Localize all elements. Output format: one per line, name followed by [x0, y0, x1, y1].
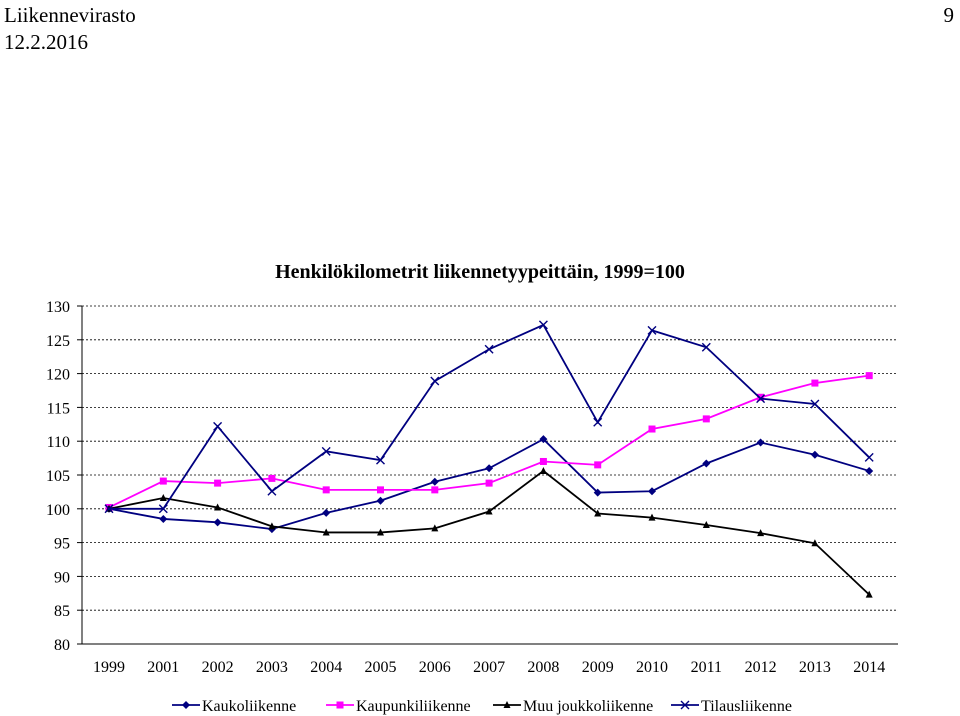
- x-tick-label: 2005: [365, 659, 397, 676]
- x-tick-label: 1999: [93, 659, 125, 676]
- legend-marker: [336, 701, 344, 709]
- legend-marker: [680, 700, 690, 710]
- header-left: Liikennevirasto 12.2.2016: [4, 2, 136, 56]
- page-number: 9: [943, 3, 955, 27]
- data-point: [431, 524, 439, 532]
- y-tick-label: 80: [54, 637, 70, 654]
- x-tick-label: 2004: [310, 659, 342, 676]
- chart-title: Henkilökilometrit liikennetyypeittäin, 1…: [275, 261, 685, 283]
- data-point: [810, 450, 819, 459]
- data-point: [539, 435, 548, 444]
- legend-marker: [182, 701, 190, 709]
- data-point: [322, 528, 330, 536]
- data-point: [757, 393, 765, 401]
- y-tick-label: 85: [54, 603, 70, 620]
- data-point: [484, 344, 494, 354]
- x-tick-label: 2013: [799, 659, 831, 676]
- data-point: [376, 496, 385, 505]
- x-tick-label: 2002: [202, 659, 234, 676]
- data-point: [485, 479, 493, 487]
- data-point: [538, 320, 548, 330]
- data-point: [214, 503, 222, 511]
- x-tick-label: 2007: [473, 659, 505, 676]
- legend-label: Muu joukkoliikenne: [523, 698, 653, 715]
- y-tick-label: 130: [46, 299, 70, 316]
- y-tick-label: 100: [46, 502, 70, 519]
- x-tick-label: 2009: [582, 659, 614, 676]
- y-tick-label: 95: [54, 536, 70, 553]
- data-point: [322, 486, 330, 494]
- y-tick-label: 110: [47, 434, 70, 451]
- data-point: [701, 342, 711, 352]
- data-point: [430, 477, 439, 486]
- y-tick-label: 125: [46, 333, 70, 350]
- x-tick-label: 2011: [691, 659, 722, 676]
- x-tick-label: 2008: [527, 659, 559, 676]
- data-point: [865, 372, 873, 380]
- data-point: [321, 446, 331, 456]
- data-point: [159, 514, 168, 523]
- x-tick-label: 2010: [636, 659, 668, 676]
- header-date: 12.2.2016: [4, 30, 88, 54]
- data-point: [811, 539, 819, 547]
- data-point: [648, 487, 656, 496]
- data-point: [756, 438, 765, 447]
- data-point: [377, 528, 384, 536]
- data-point: [702, 521, 710, 529]
- header-org: Liikennevirasto: [4, 3, 136, 27]
- data-point: [594, 509, 602, 517]
- data-point: [539, 457, 547, 465]
- data-point: [647, 325, 657, 335]
- x-tick-label: 2003: [256, 659, 288, 676]
- data-point: [539, 466, 547, 474]
- data-point: [214, 479, 222, 487]
- legend-label: Tilausliikenne: [701, 698, 792, 715]
- data-point: [159, 477, 167, 485]
- data-point: [865, 590, 873, 598]
- data-point: [648, 513, 656, 521]
- y-tick-label: 90: [54, 569, 70, 586]
- legend-marker: [503, 701, 511, 708]
- data-point: [430, 376, 440, 386]
- data-point: [104, 504, 114, 514]
- data-point: [377, 486, 384, 494]
- data-point: [158, 504, 168, 514]
- x-tick-label: 2001: [147, 659, 179, 676]
- data-point: [431, 486, 439, 494]
- data-point: [485, 507, 493, 515]
- data-point: [376, 455, 385, 465]
- data-point: [213, 421, 223, 431]
- data-point: [593, 488, 602, 497]
- y-tick-label: 120: [46, 367, 70, 384]
- data-point: [485, 464, 494, 473]
- data-point: [593, 417, 603, 427]
- legend-label: Kaukoliikenne: [202, 698, 296, 715]
- data-point: [594, 461, 602, 469]
- data-point: [702, 459, 711, 468]
- data-point: [756, 394, 766, 404]
- y-tick-label: 115: [47, 400, 70, 417]
- data-point: [268, 522, 276, 530]
- x-tick-label: 2006: [419, 659, 451, 676]
- data-point: [865, 466, 874, 475]
- data-point: [864, 452, 874, 462]
- data-point: [757, 529, 765, 537]
- data-point: [702, 415, 710, 423]
- data-point: [268, 474, 276, 482]
- data-point: [322, 508, 331, 517]
- x-tick-label: 2012: [745, 659, 777, 676]
- data-point: [213, 518, 222, 527]
- data-point: [267, 486, 277, 496]
- y-tick-label: 105: [46, 468, 70, 485]
- x-tick-label: 2014: [853, 659, 885, 676]
- data-point: [811, 379, 819, 387]
- legend-label: Kaupunkiliikenne: [356, 698, 471, 715]
- data-point: [159, 493, 167, 501]
- data-point: [810, 399, 820, 409]
- data-point: [648, 425, 656, 433]
